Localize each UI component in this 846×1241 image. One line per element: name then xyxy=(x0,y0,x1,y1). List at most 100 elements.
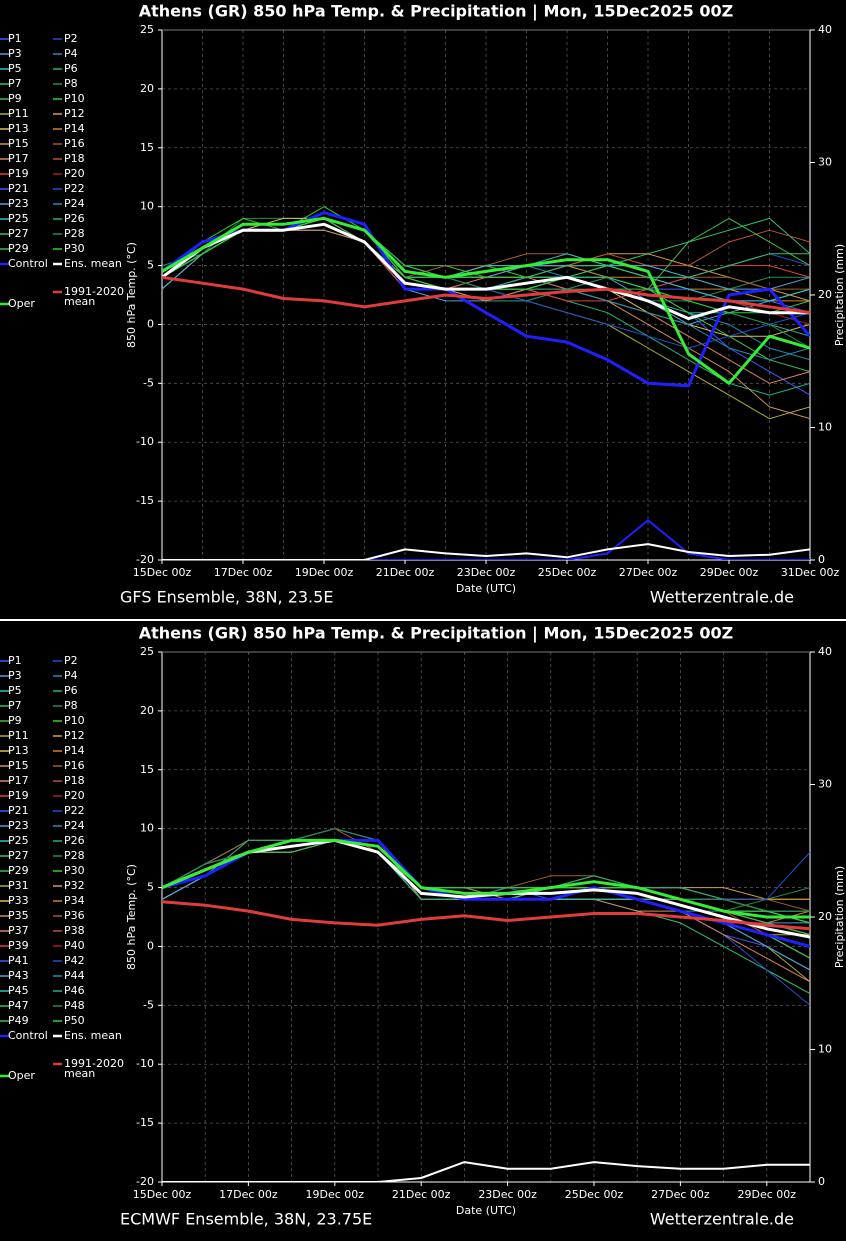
series-line xyxy=(162,543,810,560)
legend-label: P26 xyxy=(64,212,85,225)
legend-label-line: 1991-2020 xyxy=(64,1057,124,1070)
x-tick-label: 25Dec 00z xyxy=(565,1188,624,1201)
legend-label: P18 xyxy=(64,152,85,165)
legend-label: P5 xyxy=(8,684,22,697)
legend-label: P16 xyxy=(64,137,85,150)
y-axis-label: 850 hPa Temp. (°C) xyxy=(125,242,138,348)
y-axis-label: 850 hPa Temp. (°C) xyxy=(125,864,138,970)
legend-label: P43 xyxy=(8,969,29,982)
x-tick-label: 29Dec 00z xyxy=(700,566,759,579)
legend-label: P8 xyxy=(64,77,78,90)
legend-label: P20 xyxy=(64,789,85,802)
y2-tick-label: 10 xyxy=(818,421,832,434)
y-tick-label: -20 xyxy=(136,1175,154,1188)
x-tick-label: 17Dec 00z xyxy=(219,1188,278,1201)
legend-label: P21 xyxy=(8,182,29,195)
y-tick-label: 15 xyxy=(140,763,154,776)
y-tick-label: 5 xyxy=(147,259,154,272)
y-tick-label: 25 xyxy=(140,645,154,658)
legend-label: P34 xyxy=(64,894,85,907)
legend-label: P30 xyxy=(64,242,85,255)
legend-label: P21 xyxy=(8,804,29,817)
y-tick-label: 20 xyxy=(140,704,154,717)
caption: ECMWF Ensemble, 38N, 23.75E xyxy=(120,1210,372,1229)
legend-label: P35 xyxy=(8,909,29,922)
y-tick-label: 5 xyxy=(147,881,154,894)
legend-label: P10 xyxy=(64,92,85,105)
legend-label-line: mean xyxy=(64,1067,95,1080)
legend-label: P15 xyxy=(8,759,29,772)
x-tick-label: 15Dec 00z xyxy=(133,566,192,579)
x-tick-label: 17Dec 00z xyxy=(214,566,273,579)
y-tick-label: -10 xyxy=(136,1057,154,1070)
series-line xyxy=(162,275,810,315)
legend-label: P17 xyxy=(8,774,29,787)
legend-label: P26 xyxy=(64,834,85,847)
legend-label: P41 xyxy=(8,954,29,967)
credit: Wetterzentrale.de xyxy=(650,1210,794,1229)
legend-label-line: 1991-2020 xyxy=(64,285,124,298)
legend-label: P1 xyxy=(8,654,22,667)
x-tick-label: 19Dec 00z xyxy=(295,566,354,579)
y-tick-label: -20 xyxy=(136,553,154,566)
legend-label: P5 xyxy=(8,62,22,75)
caption: GFS Ensemble, 38N, 23.5E xyxy=(120,588,333,607)
y-tick-label: -10 xyxy=(136,435,154,448)
legend-label: Control xyxy=(8,1029,48,1042)
y-tick-label: -15 xyxy=(136,494,154,507)
x-tick-label: 27Dec 00z xyxy=(651,1188,710,1201)
legend-label: P47 xyxy=(8,999,29,1012)
legend-label: P44 xyxy=(64,969,85,982)
legend-label: P50 xyxy=(64,1014,85,1027)
y-tick-label: -5 xyxy=(143,376,154,389)
legend-label: P11 xyxy=(8,107,29,120)
legend-label: P22 xyxy=(64,182,85,195)
series-group xyxy=(162,828,810,1182)
y-tick-label: -15 xyxy=(136,1116,154,1129)
legend-label: P42 xyxy=(64,954,85,967)
series-line xyxy=(162,838,810,919)
legend-label: P19 xyxy=(8,167,29,180)
legend-label: P6 xyxy=(64,684,78,697)
x-axis-label: Date (UTC) xyxy=(456,582,516,595)
legend-label: P29 xyxy=(8,242,29,255)
legend-label: P11 xyxy=(8,729,29,742)
legend-label: P20 xyxy=(64,167,85,180)
legend-label: P3 xyxy=(8,47,22,60)
y-tick-label: 20 xyxy=(140,82,154,95)
x-tick-label: 31Dec 00z xyxy=(781,566,840,579)
legend-label: P36 xyxy=(64,909,85,922)
legend-label: P8 xyxy=(64,699,78,712)
x-tick-label: 29Dec 00z xyxy=(738,1188,797,1201)
y2-tick-label: 20 xyxy=(818,910,832,923)
legend-label: P9 xyxy=(8,92,22,105)
legend-label: P46 xyxy=(64,984,85,997)
y-tick-label: 15 xyxy=(140,141,154,154)
legend-label: P9 xyxy=(8,714,22,727)
legend-label: P15 xyxy=(8,137,29,150)
x-tick-label: 21Dec 00z xyxy=(392,1188,451,1201)
legend-label: P24 xyxy=(64,197,85,210)
y-tick-label: 10 xyxy=(140,200,154,213)
legend-label: P12 xyxy=(64,107,85,120)
x-tick-label: 27Dec 00z xyxy=(619,566,678,579)
series-line xyxy=(162,838,810,939)
legend-label: P30 xyxy=(64,864,85,877)
series-line xyxy=(162,519,810,560)
legend-label: P6 xyxy=(64,62,78,75)
credit: Wetterzentrale.de xyxy=(650,588,794,607)
legend-label: P4 xyxy=(64,47,78,60)
legend-label: P27 xyxy=(8,227,29,240)
y2-tick-label: 30 xyxy=(818,778,832,791)
y2-axis-label: Precipitation (mm) xyxy=(833,244,846,346)
legend-label: P23 xyxy=(8,197,29,210)
legend-label: P22 xyxy=(64,804,85,817)
legend-label: P23 xyxy=(8,819,29,832)
legend-label: Control xyxy=(8,257,48,270)
chart-title: Athens (GR) 850 hPa Temp. & Precipitatio… xyxy=(139,2,734,22)
legend-label: P32 xyxy=(64,879,85,892)
x-axis-label: Date (UTC) xyxy=(456,1204,516,1217)
y2-tick-label: 30 xyxy=(818,156,832,169)
legend-label: P45 xyxy=(8,984,29,997)
